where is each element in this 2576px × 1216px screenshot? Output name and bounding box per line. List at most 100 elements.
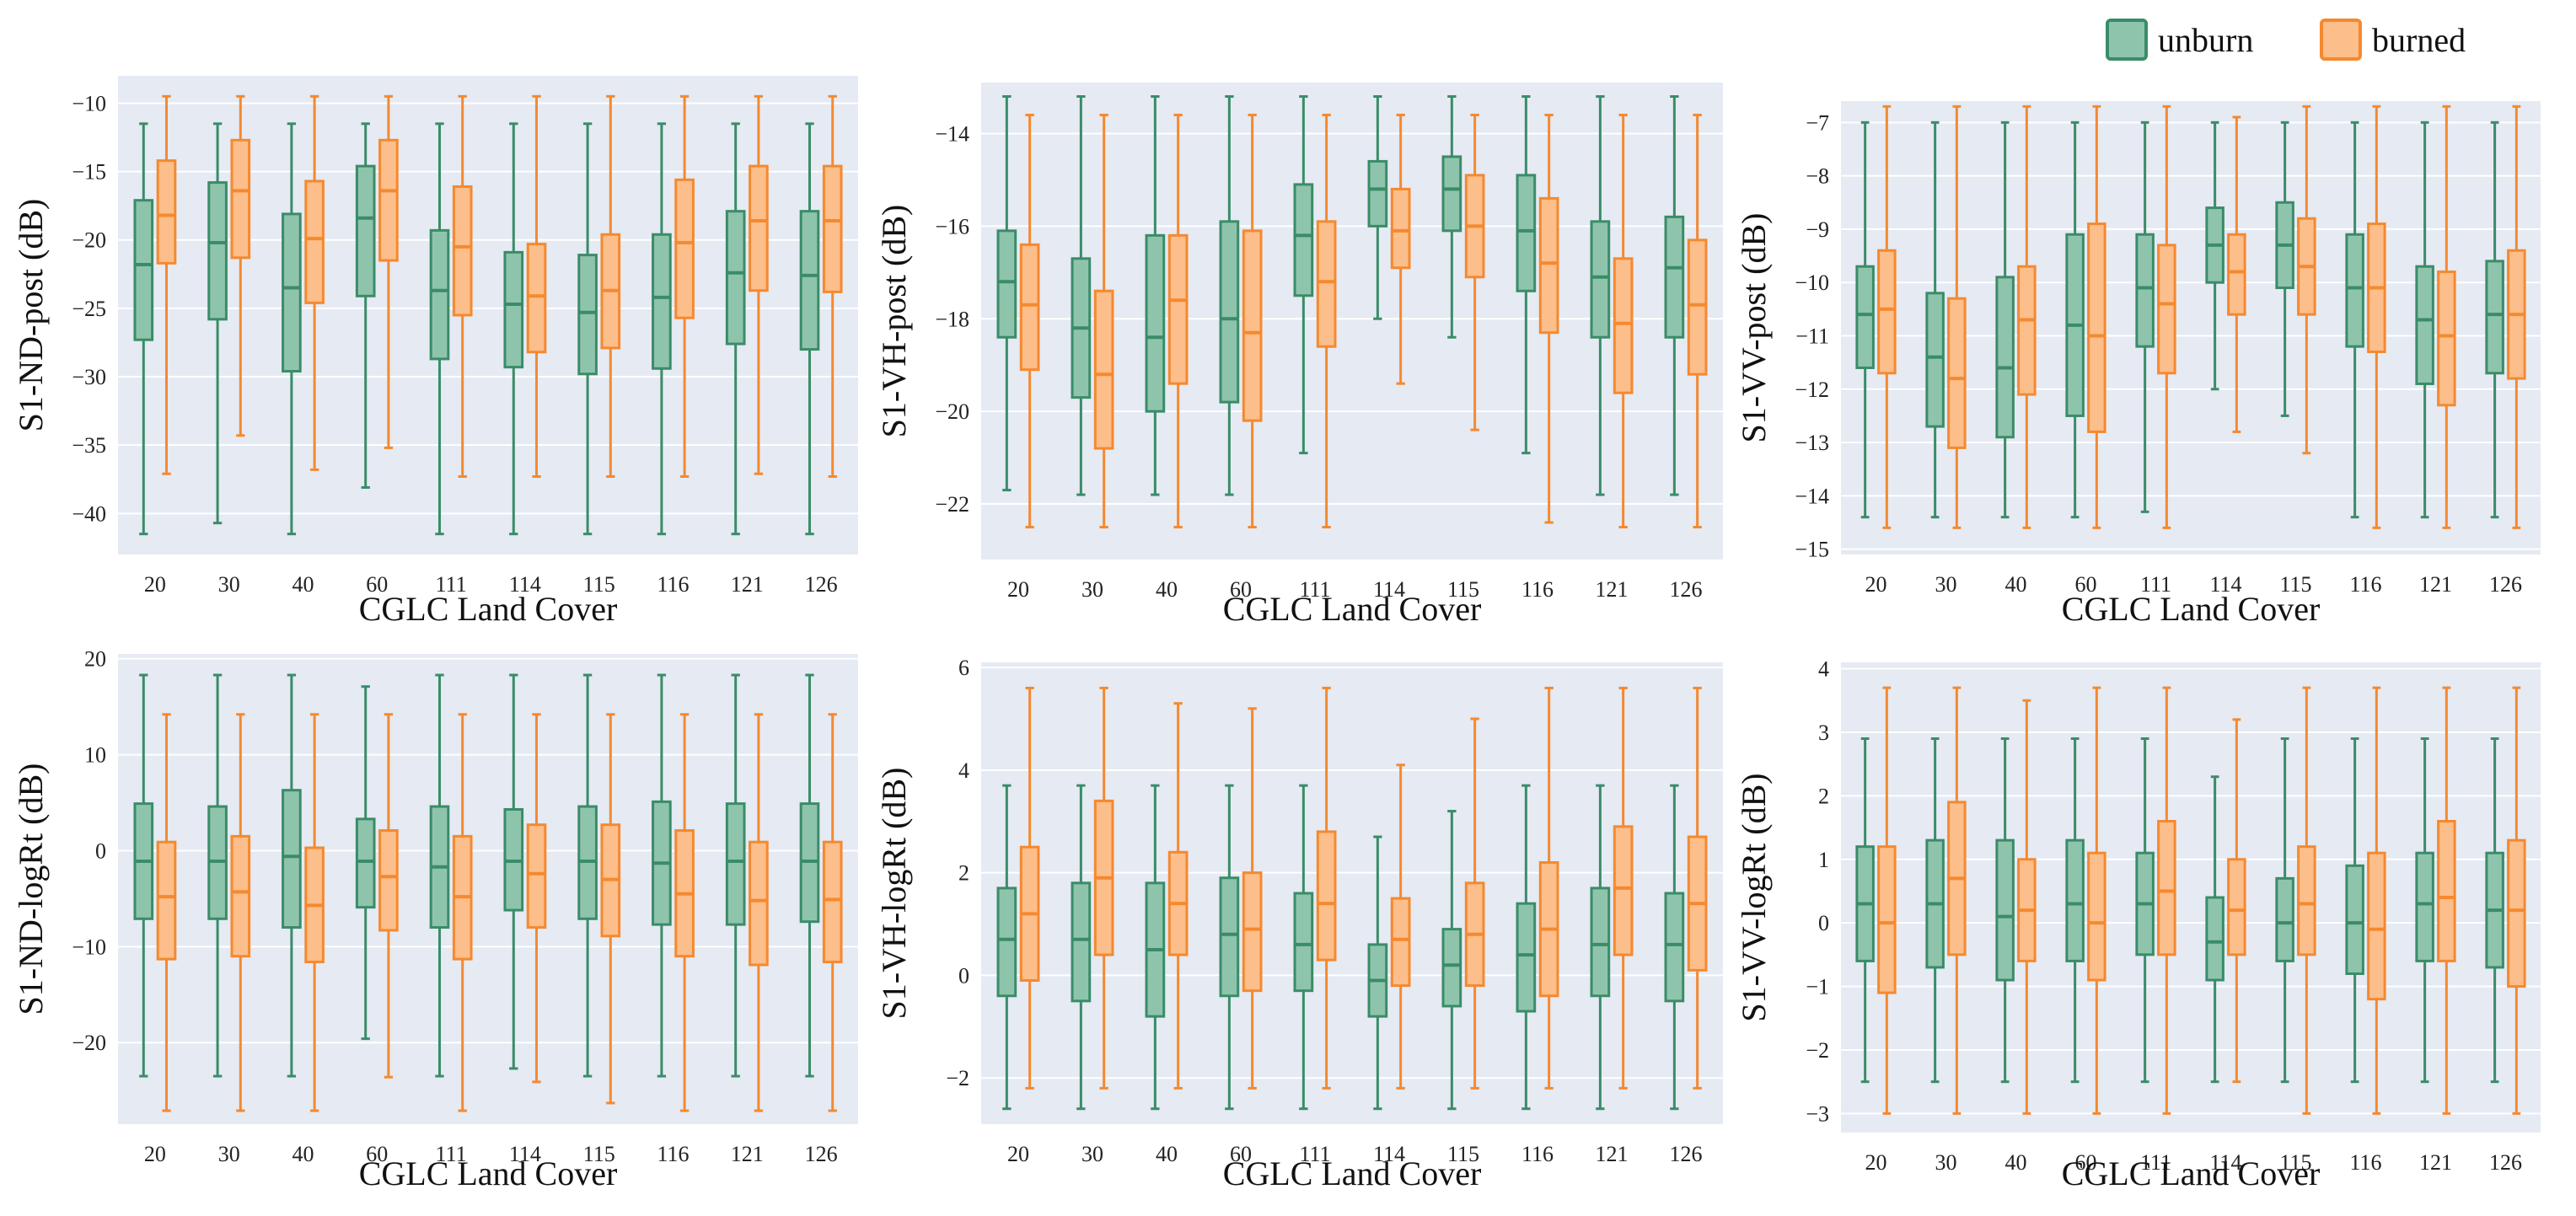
y-tick-label: −10 [72,935,106,959]
box-iqr [2415,265,2434,385]
y-tick-label: −8 [1806,164,1829,189]
box-burned-114 [2227,718,2246,1084]
box-unburn-116 [1516,784,1537,1111]
y-tick-label: −12 [1795,378,1829,402]
box-iqr [355,164,376,297]
x-axis-title: CGLC Land Cover [1223,590,1482,628]
x-tick-label: 40 [1156,577,1178,602]
box-unburn-126 [2485,121,2504,519]
box-iqr [2065,838,2085,962]
box-unburn-60 [2065,121,2085,519]
x-tick-label: 60 [2075,1150,2097,1175]
box-burned-126 [1687,686,1708,1090]
box-iqr [2415,851,2434,962]
box-iqr [1855,265,1875,369]
box-burned-116 [2367,686,2386,1115]
x-tick-label: 30 [1081,577,1103,602]
box-iqr [2297,845,2316,956]
x-tick-label: 116 [657,572,689,597]
x-tick-label: 20 [1865,1150,1887,1175]
box-burned-30 [230,713,251,1112]
box-iqr [1538,196,1559,335]
y-tick-label: −20 [935,399,969,424]
y-tick-label: 2 [958,861,969,886]
box-unburn-114 [503,673,524,1070]
box-iqr [2087,851,2106,982]
plot-area [118,654,858,1124]
box-unburn-115 [2275,121,2294,417]
x-tick-label: 121 [731,572,764,597]
y-tick-label: −30 [72,365,106,389]
box-unburn-114 [1367,835,1388,1111]
box-iqr [1441,928,1462,1008]
x-tick-label: 114 [509,1142,541,1166]
x-axis-title: CGLC Land Cover [2062,590,2321,628]
box-iqr [1219,220,1240,404]
box-iqr [1516,902,1537,1013]
x-tick-label: 121 [2419,1150,2452,1175]
box-unburn-40 [1145,94,1166,496]
box-iqr [1877,845,1897,994]
box-iqr [429,228,450,361]
y-tick-label: −20 [72,228,106,253]
x-tick-label: 126 [805,572,838,597]
x-tick-label: 40 [292,1142,314,1166]
box-burned-114 [1390,113,1411,385]
y-tick-label: −20 [72,1031,106,1055]
box-iqr [1145,233,1166,413]
box-burned-121 [749,713,769,1112]
x-tick-label: 111 [2140,1150,2171,1175]
x-tick-label: 121 [731,1142,764,1166]
box-unburn-121 [725,673,746,1078]
box-burned-111 [452,713,473,1112]
box-iqr [1071,881,1092,1003]
box-iqr [133,199,154,341]
box-iqr [1687,238,1708,376]
y-axis-title: S1-ND-post (dB) [12,199,50,432]
box-unburn-116 [2345,737,2364,1084]
x-tick-label: 60 [2075,572,2097,597]
box-unburn-60 [1219,94,1240,496]
box-unburn-115 [577,122,598,536]
y-tick-label: 1 [1818,848,1829,872]
box-unburn-115 [1441,94,1462,339]
box-burned-111 [2157,686,2176,1115]
box-unburn-111 [429,673,450,1078]
x-tick-label: 115 [2279,572,2311,597]
chart-panel-5: −2 0 2 4 6 20 30 40 60 111 114 115 116 121 126 CGLC Lan… [875,656,1723,1192]
box-unburn-126 [1664,784,1685,1111]
box-burned-121 [2437,104,2456,529]
x-axis-title: CGLC Land Cover [1223,1154,1482,1192]
plot-area [981,83,1723,560]
box-iqr [1242,871,1263,993]
x-tick-label: 60 [1230,1142,1252,1166]
x-tick-label: 40 [292,572,314,597]
box-unburn-40 [1995,737,2015,1084]
box-unburn-30 [1925,121,1945,519]
box-iqr [304,179,325,304]
box-burned-20 [1877,104,1897,529]
y-tick-label: −22 [935,492,969,517]
x-tick-label: 111 [1299,1142,1330,1166]
box-iqr [1390,897,1411,988]
box-unburn-115 [1441,810,1462,1111]
y-tick-label: −2 [946,1066,969,1090]
box-iqr [1441,155,1462,233]
box-iqr [1590,887,1611,998]
box-unburn-116 [2345,121,2364,519]
box-iqr [207,181,228,321]
y-axis-title: S1-VH-logRt (dB) [875,768,913,1020]
box-iqr [2485,260,2504,375]
box-unburn-60 [2065,737,2085,1084]
plot-area [118,76,858,554]
x-tick-label: 115 [1447,1142,1479,1166]
x-tick-label: 30 [218,572,240,597]
box-iqr [2205,896,2224,982]
box-burned-111 [1316,113,1337,529]
box-iqr [1947,297,1967,449]
box-burned-40 [1167,113,1189,529]
box-iqr [2345,233,2364,348]
box-unburn-126 [799,122,820,536]
box-iqr [749,840,769,967]
box-iqr [378,138,399,262]
